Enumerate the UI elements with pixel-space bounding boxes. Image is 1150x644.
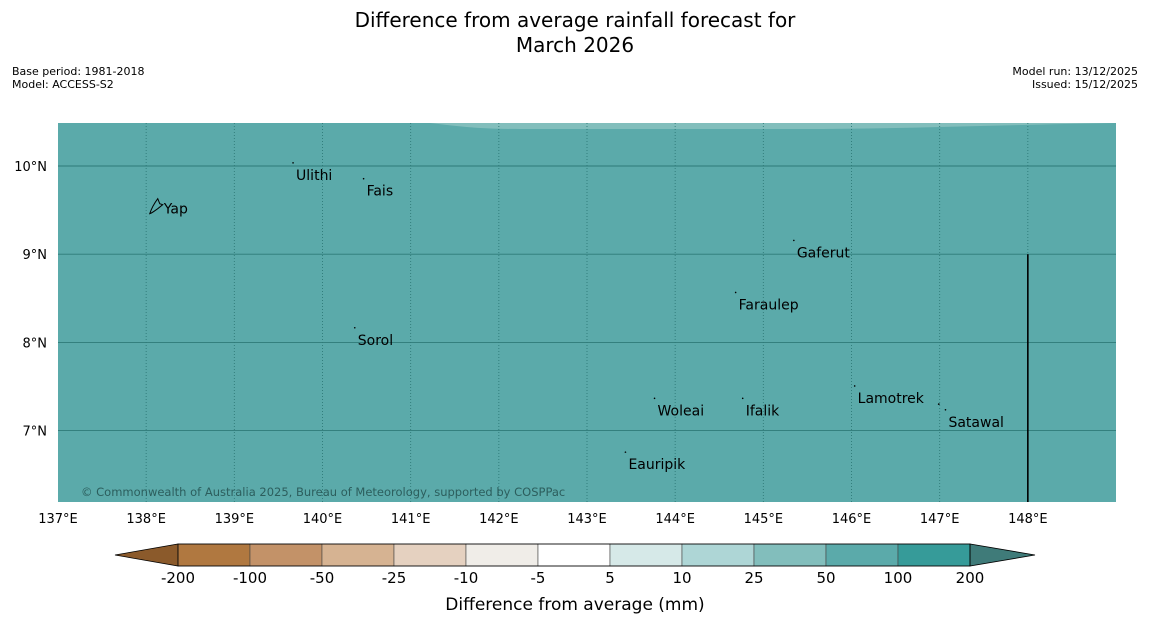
colorbar-tick-label: 200 (956, 569, 985, 587)
place-label: Ulithi (296, 168, 332, 184)
island-dot (793, 239, 795, 242)
longitude-label: 147°E (920, 512, 960, 527)
longitude-label: 139°E (215, 512, 255, 527)
place-labels: Yap Ulithi Fais Gaferut Faraulep Sorol Lamotre… (163, 168, 1004, 473)
place-label: Eauripik (628, 457, 686, 473)
colorbar-tick-label: 10 (672, 569, 691, 587)
island-dot (653, 397, 656, 400)
longitude-label: 145°E (744, 512, 784, 527)
place-label: Sorol (358, 333, 393, 349)
colorbar-swatch (897, 543, 971, 567)
place-label: Fais (367, 184, 394, 200)
island-dot (624, 451, 627, 453)
island-dot (292, 162, 294, 164)
latitude-label: 7°N (23, 425, 48, 440)
longitude-label: 141°E (391, 512, 431, 527)
colorbar-left-arrow (114, 543, 179, 567)
colorbar-swatch (393, 543, 467, 567)
island-dot (944, 408, 947, 411)
colorbar-tick-label: 50 (816, 569, 835, 587)
island-dot (362, 177, 365, 180)
longitude-label: 144°E (655, 512, 695, 527)
island-dot (741, 397, 744, 400)
colorbar-tick-label: 25 (744, 569, 763, 587)
place-label: Ifalik (746, 403, 780, 419)
colorbar-swatch (537, 543, 611, 567)
colorbar-tick-label: -50 (310, 569, 335, 587)
place-label: Woleai (658, 403, 705, 419)
longitude-label: 140°E (303, 512, 343, 527)
island-markers (148, 162, 947, 453)
meta-left: Base period: 1981-2018 Model: ACCESS-S2 (12, 65, 144, 91)
colorbar-outline (177, 543, 971, 567)
model-run-text: Model run: 13/12/2025 (1012, 65, 1138, 78)
longitude-label: 142°E (479, 512, 519, 527)
colorbar-swatch (465, 543, 539, 567)
latitude-label: 8°N (23, 336, 48, 351)
colorbar-tick-label: -10 (454, 569, 479, 587)
yap-island-outline (148, 197, 164, 215)
colorbar-tick-label: -25 (382, 569, 407, 587)
colorbar-swatch (753, 543, 827, 567)
longitude-label: 143°E (567, 512, 607, 527)
latitude-labels: 10°N 9°N 8°N 7°N (14, 160, 47, 440)
place-label: Lamotrek (858, 391, 925, 407)
longitude-label: 148°E (1008, 512, 1048, 527)
colorbar-tick-label: 100 (884, 569, 913, 587)
colorbar-right-arrow (969, 543, 1036, 567)
copyright-text: © Commonwealth of Australia 2025, Bureau… (81, 485, 565, 499)
longitude-label: 138°E (126, 512, 166, 527)
longitude-label: 137°E (38, 512, 78, 527)
latitude-label: 10°N (14, 160, 47, 175)
map-frame: 137°E 138°E 139°E 140°E 141°E 142°E 143°E 144°E… (14, 123, 1116, 527)
longitude-label: 146°E (832, 512, 872, 527)
graticule (58, 123, 1116, 502)
colorbar-swatch (177, 543, 251, 567)
island-dot (937, 403, 940, 406)
colorbar-swatch (609, 543, 683, 567)
colorbar-tick-label: -100 (233, 569, 267, 587)
model-text: Model: ACCESS-S2 (12, 78, 114, 91)
title-line-2: March 2026 (515, 33, 635, 57)
title-line-1: Difference from average rainfall forecas… (354, 8, 796, 32)
meta-right: Model run: 13/12/2025 Issued: 15/12/2025 (1012, 65, 1138, 91)
place-label: Satawal (948, 415, 1003, 431)
place-label: Yap (163, 201, 188, 217)
island-dot (853, 385, 856, 387)
map-light-band (430, 123, 1116, 129)
colorbar-tick-label: -5 (531, 569, 546, 587)
colorbar-tick-label: 5 (605, 569, 615, 587)
colorbar-tick-label: -200 (161, 569, 195, 587)
place-label: Faraulep (739, 297, 799, 313)
latitude-label: 9°N (23, 248, 48, 263)
map-title: Difference from average rainfall forecas… (0, 8, 1150, 58)
colorbar-title: Difference from average (mm) (445, 595, 704, 615)
island-dot (353, 326, 356, 329)
colorbar-swatch (321, 543, 395, 567)
colorbar-swatch (249, 543, 323, 567)
island-dot (734, 291, 737, 294)
place-label: Gaferut (797, 245, 851, 261)
colorbar-swatch (825, 543, 899, 567)
base-period-text: Base period: 1981-2018 (12, 65, 145, 78)
colorbar-swatch (681, 543, 755, 567)
longitude-labels: 137°E 138°E 139°E 140°E 141°E 142°E 143°E 144°E… (38, 512, 1047, 527)
colorbar: -200 -100 -50 -25 -10 -5 5 10 25 50 100 200 (114, 543, 1036, 587)
issued-text: Issued: 15/12/2025 (1031, 78, 1138, 91)
